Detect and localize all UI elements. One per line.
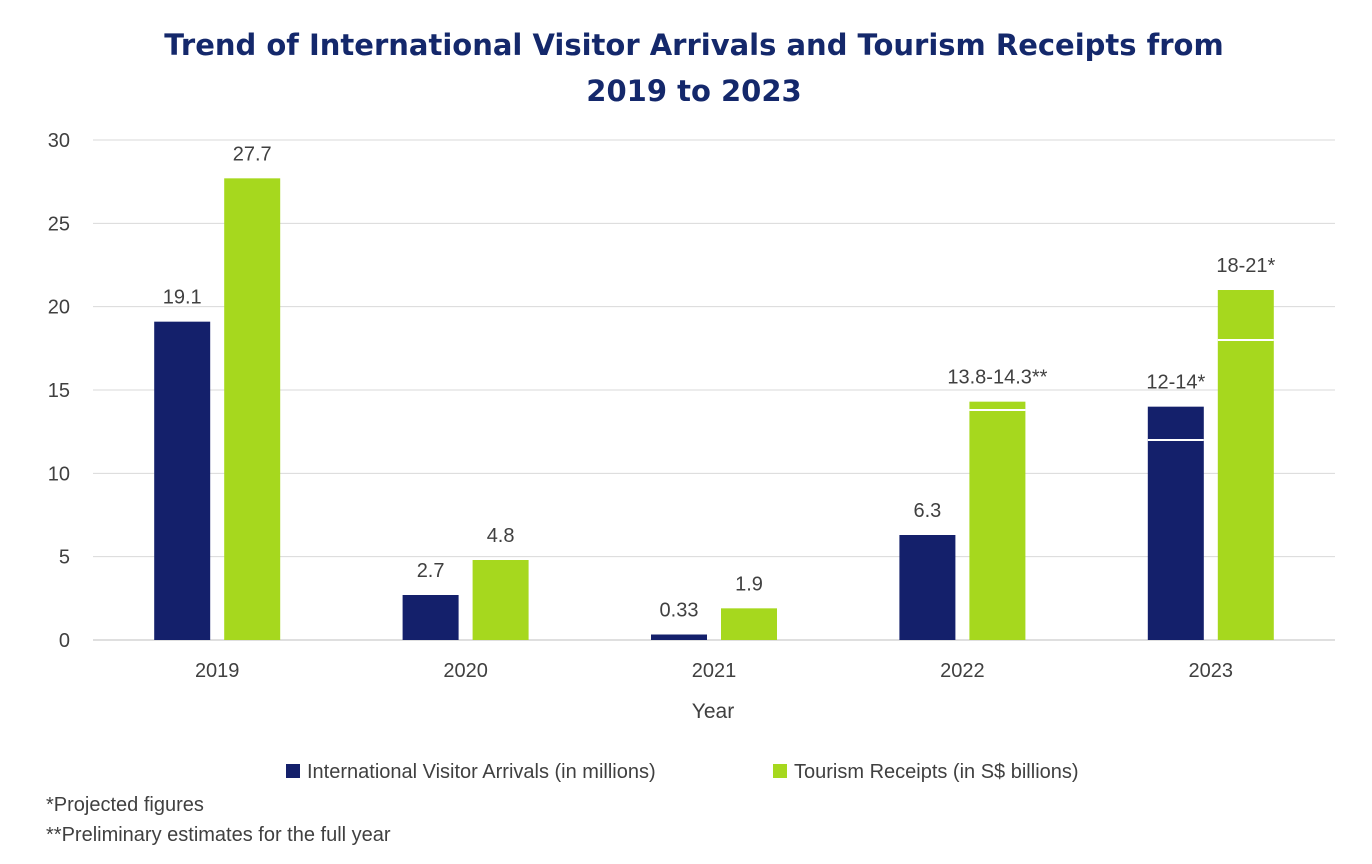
- bar-arrivals-2020: [402, 595, 459, 640]
- bar-receipts-2020: [472, 560, 529, 640]
- data-label: 18-21*: [1216, 255, 1275, 277]
- legend-swatch: [773, 764, 787, 778]
- y-tick-label: 5: [59, 547, 70, 569]
- bar-arrivals-2022: [899, 535, 956, 640]
- chart-title: Trend of International Visitor Arrivals …: [164, 28, 1223, 108]
- bar-receipts-2021: [721, 608, 777, 640]
- chart-title-line-1: Trend of International Visitor Arrivals …: [164, 28, 1223, 62]
- y-tick-label: 30: [48, 130, 70, 152]
- footnote-preliminary: **Preliminary estimates for the full yea…: [46, 824, 391, 846]
- bar-arrivals-2021: [651, 634, 707, 640]
- data-label: 12-14*: [1146, 372, 1205, 394]
- footnote-projected: *Projected figures: [46, 794, 204, 816]
- legend-swatch: [286, 764, 300, 778]
- x-tick-label: 2020: [443, 660, 488, 682]
- bar-receipts-2022: [969, 401, 1026, 640]
- x-tick-label: 2023: [1189, 660, 1234, 682]
- x-axis-title: Year: [692, 700, 734, 723]
- y-tick-label: 25: [48, 213, 70, 235]
- y-tick-label: 0: [59, 630, 70, 652]
- x-tick-label: 2019: [195, 660, 240, 682]
- bar-receipts-2019: [224, 178, 281, 641]
- data-label: 19.1: [163, 287, 202, 309]
- bar-arrivals-2023: [1147, 406, 1204, 640]
- chart-title-line-2: 2019 to 2023: [586, 74, 801, 108]
- y-tick-label: 20: [48, 297, 70, 319]
- data-label: 4.8: [487, 525, 515, 547]
- y-axis-ticks: 0 5 10 15 20 25 30: [48, 130, 70, 652]
- data-label: 27.7: [233, 143, 272, 165]
- data-label: 0.33: [660, 600, 699, 622]
- data-labels: 19.1 27.7 2.7 4.8 0.33 1.9 6.3 13.8-14.3** 12-14…: [163, 143, 1276, 621]
- x-tick-label: 2021: [692, 660, 737, 682]
- y-tick-label: 15: [48, 380, 70, 402]
- bar-arrivals-2019: [154, 321, 211, 640]
- data-label: 13.8-14.3**: [947, 367, 1047, 389]
- y-tick-label: 10: [48, 463, 70, 485]
- data-label: 1.9: [735, 573, 763, 595]
- bars: [154, 178, 1274, 641]
- gridlines: [93, 139, 1335, 641]
- legend: International Visitor Arrivals (in milli…: [286, 761, 1079, 783]
- data-label: 2.7: [417, 560, 445, 582]
- legend-label: Tourism Receipts (in S$ billions): [794, 761, 1079, 783]
- x-tick-label: 2022: [940, 660, 985, 682]
- bar-receipts-2023: [1217, 290, 1274, 640]
- x-axis-ticks: 2019 2020 2021 2022 2023: [195, 660, 1233, 682]
- data-label: 6.3: [913, 500, 941, 522]
- legend-label: International Visitor Arrivals (in milli…: [307, 761, 656, 783]
